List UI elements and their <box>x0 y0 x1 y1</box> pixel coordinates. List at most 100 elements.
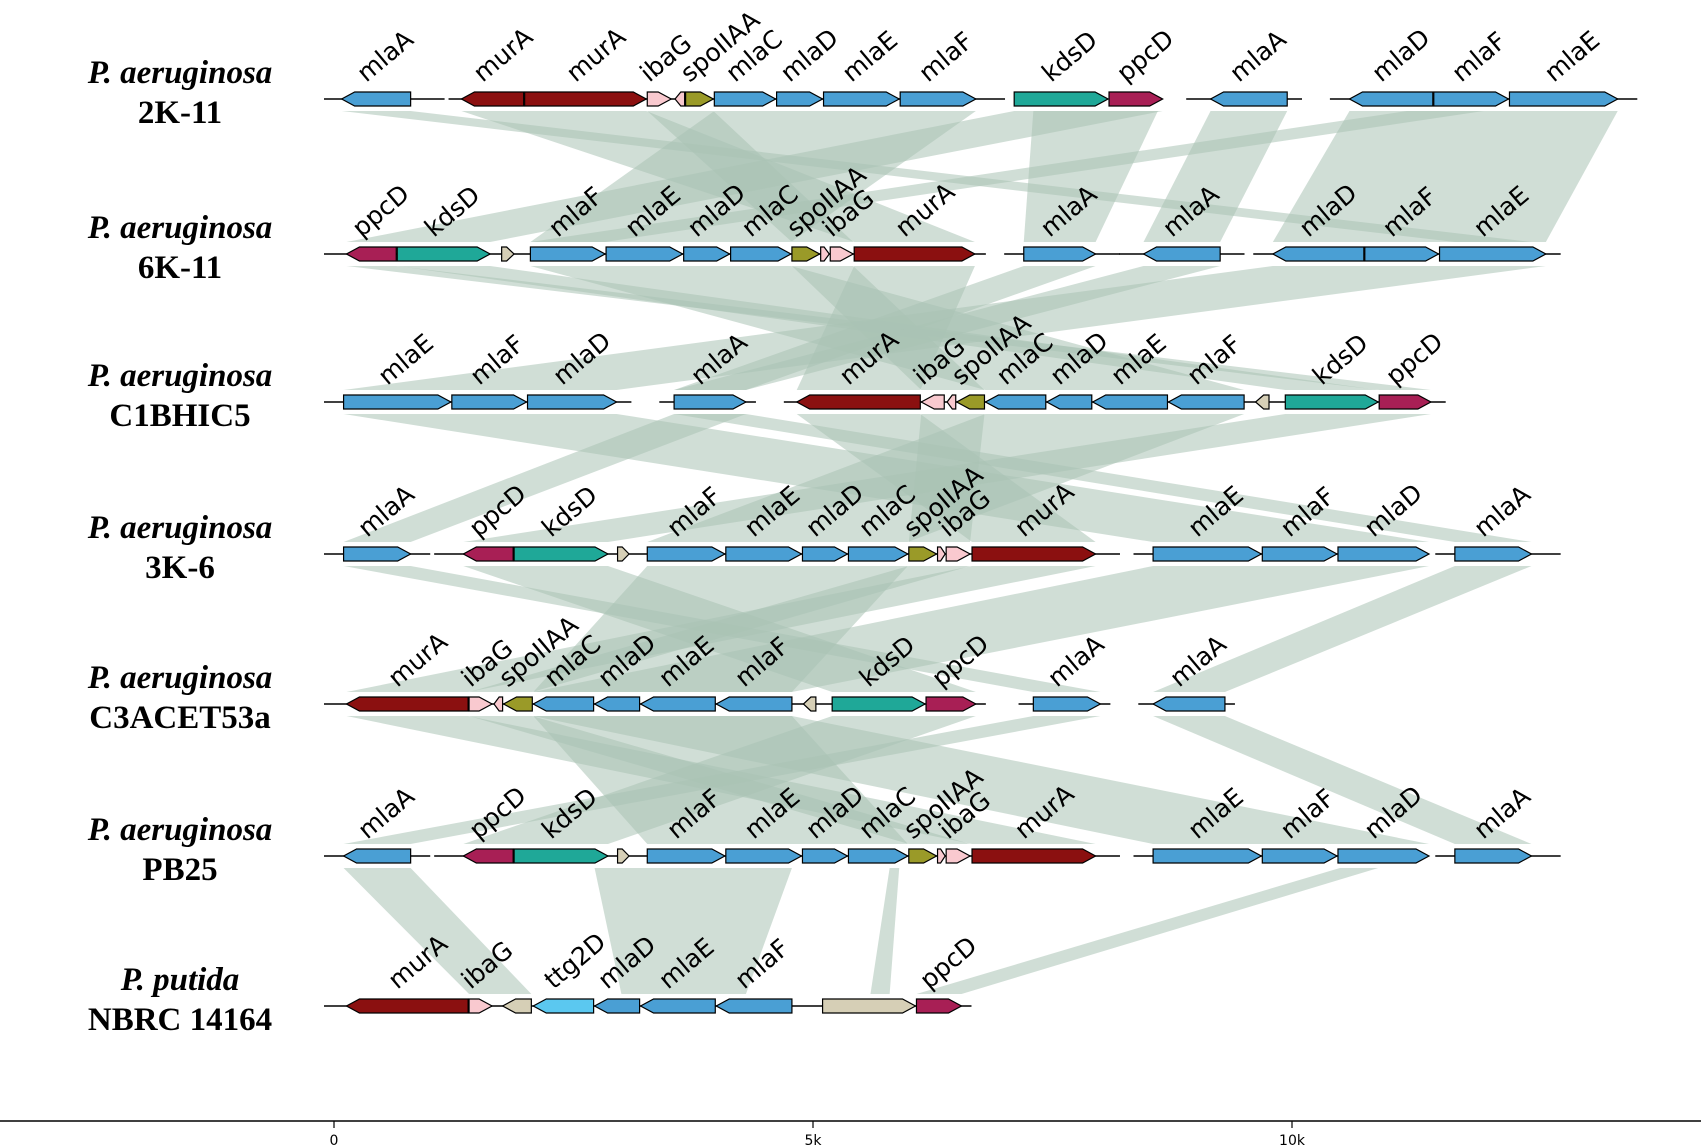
gene-label: mlaA <box>1468 479 1535 542</box>
gene-mlaA <box>673 394 748 410</box>
gene-ttg2D <box>531 998 595 1014</box>
gene-mlaC <box>984 394 1047 410</box>
gene-mlaF <box>646 546 727 562</box>
homology-link <box>1153 566 1532 692</box>
homology-link <box>533 566 1429 692</box>
species-name: P. aeruginosa <box>87 358 273 394</box>
gene-mlaA <box>342 848 412 864</box>
gene-ppcD <box>345 246 397 262</box>
gene-kdsD <box>396 246 492 262</box>
gene-mlaA <box>1454 848 1533 864</box>
homology-link <box>1023 111 1158 242</box>
gene-label: ttg2D <box>539 927 612 995</box>
gene-mlaE <box>639 998 716 1014</box>
position-axis: 0 5k 10k <box>0 1120 1701 1147</box>
gene-mlaF <box>1433 91 1510 107</box>
gene-ppcD <box>462 546 514 562</box>
gene-ibaG <box>945 848 972 864</box>
gene-mlaA <box>1454 546 1533 562</box>
gene-unlabeled <box>1254 394 1270 410</box>
gene-label: mlaF <box>1446 26 1511 87</box>
strain-name: NBRC 14164 <box>88 1002 272 1038</box>
gene-mlaC <box>847 546 910 562</box>
species-name: P. aeruginosa <box>87 660 273 696</box>
gene-kdsD <box>513 546 610 562</box>
gene-ibaG <box>919 394 945 410</box>
strain-name: 6K-11 <box>138 250 222 286</box>
gene-murA <box>460 91 525 107</box>
homology-link <box>343 716 1101 844</box>
gene-mlaA <box>1151 696 1226 712</box>
homology-link <box>1153 716 1532 844</box>
gene-mlaF <box>1167 394 1245 410</box>
gene-murA <box>853 246 977 262</box>
species-name: P. aeruginosa <box>87 510 273 546</box>
gene-mlaF <box>451 394 528 410</box>
gene-mlaF <box>1261 848 1339 864</box>
gene-unlabeled <box>616 848 630 864</box>
gene-ppcD <box>1378 394 1433 410</box>
gene-mlaD <box>801 546 849 562</box>
gene-mlaC <box>847 848 910 864</box>
gene-unlabeled <box>936 848 946 864</box>
gene-murA <box>345 998 469 1014</box>
species-name: P. putida <box>120 962 240 998</box>
species-name: P. aeruginosa <box>87 812 273 848</box>
gene-spoIIAA <box>908 546 938 562</box>
strain-name: C3ACET53a <box>89 700 271 736</box>
gene-spoIIAA <box>955 394 986 410</box>
gene-murA <box>524 91 648 107</box>
gene-unlabeled <box>946 394 957 410</box>
gene-unlabeled <box>936 546 946 562</box>
gene-mlaD <box>1271 246 1365 262</box>
gene-mlaE <box>1438 246 1548 262</box>
gene-mlaA <box>1032 696 1102 712</box>
gene-mlaF <box>899 91 978 107</box>
gene-mlaF <box>714 696 793 712</box>
gene-mlaA <box>342 546 412 562</box>
gene-ppcD <box>915 998 963 1014</box>
gene-unlabeled <box>501 246 515 262</box>
gene-mlaD <box>683 246 731 262</box>
strain-name: 2K-11 <box>138 95 222 131</box>
gene-label: mlaE <box>837 25 903 87</box>
gene-unlabeled <box>821 998 917 1014</box>
gene-spoIIAA <box>684 91 715 107</box>
gene-mlaE <box>725 546 803 562</box>
homology-link <box>1272 111 1618 242</box>
gene-mlaD <box>775 91 824 107</box>
gene-spoIIAA <box>502 696 533 712</box>
gene-mlaF <box>1261 546 1339 562</box>
gene-mlaC <box>730 246 793 262</box>
gene-label: mlaD <box>775 23 844 88</box>
gene-mlaE <box>1152 848 1263 864</box>
gene-label: murA <box>468 22 538 88</box>
gene-kdsD <box>831 696 927 712</box>
gene-mlaF <box>646 848 727 864</box>
gene-mlaA <box>340 91 412 107</box>
gene-label: mlaD <box>1366 23 1435 88</box>
gene-mlaA <box>1209 91 1288 107</box>
gene-ppcD <box>1108 91 1164 107</box>
gene-ppcD <box>925 696 978 712</box>
strain-name: 3K-6 <box>145 550 215 586</box>
gene-label: mlaF <box>913 26 978 87</box>
homology-link <box>343 266 1546 390</box>
axis-tick-label: 0 <box>330 1133 339 1147</box>
homology-link <box>346 566 1096 692</box>
gene-mlaC <box>713 91 777 107</box>
gene-mlaD <box>593 696 641 712</box>
gene-mlaF <box>714 998 793 1014</box>
homology-link <box>916 868 1379 994</box>
gene-mlaE <box>1152 546 1263 562</box>
gene-mlaE <box>342 394 453 410</box>
gene-kdsD <box>1013 91 1110 107</box>
homology-link <box>463 414 1431 542</box>
gene-ppcD <box>462 848 514 864</box>
species-name: P. aeruginosa <box>87 210 273 246</box>
gene-mlaD <box>526 394 618 410</box>
gene-unlabeled <box>674 91 686 107</box>
gene-murA <box>795 394 921 410</box>
strain-name: C1BHIC5 <box>109 398 250 434</box>
